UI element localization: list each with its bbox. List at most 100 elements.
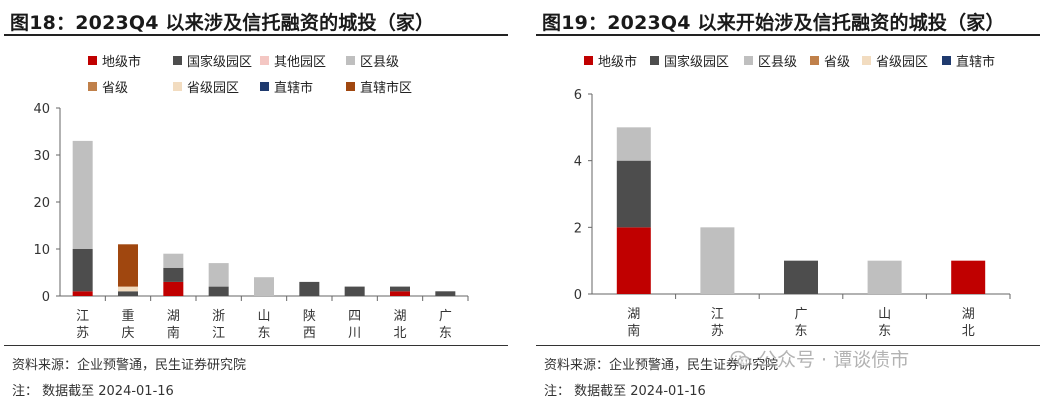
x-tick-label: 山 [878, 307, 891, 322]
bar-segment [344, 286, 365, 296]
bar-segment [118, 291, 138, 296]
legend-swatch [650, 56, 659, 65]
x-tick-label: 湖 [167, 309, 180, 324]
legend-item: 地级市 [584, 51, 637, 70]
legend-label: 其他园区 [274, 55, 327, 70]
y-tick-label: 40 [33, 102, 50, 117]
legend-label: 地级市 [102, 55, 142, 70]
x-tick-label: 苏 [711, 323, 724, 339]
legend-swatch [88, 82, 97, 91]
legend-swatch [942, 56, 951, 65]
x-tick-label: 庆 [121, 326, 134, 341]
legend-item: 省级园区 [862, 51, 928, 70]
x-tick-label: 南 [167, 325, 180, 341]
x-tick-label: 江 [76, 309, 89, 324]
y-tick-label: 30 [33, 149, 50, 164]
x-tick-label: 苏 [76, 325, 89, 341]
legend-swatch [862, 56, 871, 65]
y-tick-label: 6 [574, 88, 582, 103]
legend-item: 区县级 [346, 51, 399, 70]
bar-segment [163, 267, 184, 282]
x-tick-label: 东 [257, 326, 270, 341]
legend-label: 区县级 [758, 55, 798, 70]
legend-label: 国家级园区 [187, 55, 253, 70]
legend-swatch [346, 82, 355, 91]
legend-label: 国家级园区 [664, 55, 730, 70]
bar-segment [208, 263, 229, 287]
x-tick-label: 南 [627, 323, 640, 339]
x-tick-label: 江 [711, 307, 724, 322]
legend-swatch [88, 56, 97, 65]
x-tick-label: 西 [303, 326, 316, 341]
legend: 地级市 国家级园区 区县级 省级 省级园区 直辖市 [532, 0, 1046, 402]
y-tick-label: 10 [33, 243, 50, 258]
legend-item: 其他园区 [260, 51, 326, 70]
date-note: 注： 数据截至 2024-01-16 [544, 384, 706, 399]
bar-segment [72, 140, 93, 249]
bar-segment [616, 127, 651, 161]
chart-panel-right: 图19：2023Q4 以来开始涉及信托融资的城投（家） 地级市 国家级园区 区县… [532, 0, 1046, 402]
x-tick-label: 浙 [212, 309, 225, 324]
x-tick-label: 广 [439, 309, 452, 324]
legend-swatch [173, 56, 182, 65]
legend-swatch [260, 56, 269, 65]
x-tick-label: 广 [794, 307, 807, 322]
legend-swatch [260, 82, 269, 91]
x-tick-label: 重 [121, 308, 134, 324]
legend-item: 直辖市 [942, 51, 995, 70]
legend-label: 直辖市区 [360, 81, 413, 96]
legend-label: 省级 [824, 55, 851, 70]
x-tick-label: 东 [794, 324, 807, 339]
bar-segment [72, 291, 93, 296]
legend-item: 国家级园区 [650, 51, 729, 70]
legend-swatch [744, 56, 753, 65]
bar-segment [390, 291, 410, 296]
watermark-text: 公众号 · 谭谈债市 [758, 349, 910, 371]
bar-segment [390, 286, 410, 292]
bar-segment [951, 260, 986, 294]
x-tick-label: 湖 [627, 307, 640, 322]
title-rule [4, 34, 508, 36]
bar-segment [163, 281, 184, 296]
bar-segment [163, 253, 184, 268]
bar-segment [784, 260, 818, 294]
x-tick-label: 江 [212, 326, 225, 341]
legend-swatch [173, 82, 182, 91]
legend-item: 省级园区 [173, 77, 239, 96]
chart-title: 图18：2023Q4 以来涉及信托融资的城投（家） [10, 12, 435, 34]
legend-item: 直辖市 [260, 77, 313, 96]
x-tick-label: 东 [878, 324, 891, 339]
legend-label: 直辖市 [956, 55, 996, 70]
y-tick-label: 4 [574, 155, 582, 170]
bar-segment [118, 286, 138, 292]
x-tick-label: 山 [257, 309, 270, 324]
chart-panel-left: 图18：2023Q4 以来涉及信托融资的城投（家） 地级市 国家级园区 其他园区… [0, 0, 520, 402]
source-note: 资料来源：企业预警通，民生证券研究院 [12, 358, 247, 373]
y-tick-label: 0 [574, 288, 582, 303]
x-tick-label: 北 [393, 326, 406, 341]
bar-segment [616, 227, 651, 294]
wechat-icon [730, 350, 751, 367]
title-rule [536, 34, 1040, 36]
bar-segment [208, 286, 229, 296]
legend-item: 省级 [810, 51, 850, 70]
x-tick-label: 湖 [962, 307, 975, 322]
x-tick-label: 陕 [303, 309, 316, 324]
legend: 地级市 国家级园区 其他园区 区县级 省级 省级园区 直辖市 直辖市区 [0, 0, 520, 402]
legend-swatch [810, 56, 819, 65]
legend-item: 国家级园区 [173, 51, 252, 70]
bar-segment [299, 281, 320, 296]
legend-label: 省级园区 [876, 55, 929, 70]
y-tick-label: 2 [574, 221, 582, 236]
legend-item: 区县级 [744, 51, 797, 70]
y-tick-label: 0 [42, 290, 50, 305]
bar-segment [72, 249, 93, 292]
footer-rule [4, 345, 508, 346]
source-note: 资料来源：企业预警通，民生证券研究院 [544, 358, 779, 373]
legend-label: 直辖市 [274, 81, 314, 96]
legend-label: 地级市 [598, 55, 638, 70]
legend-item: 直辖市区 [346, 77, 412, 96]
legend-swatch [584, 56, 593, 65]
x-tick-label: 湖 [393, 309, 406, 324]
